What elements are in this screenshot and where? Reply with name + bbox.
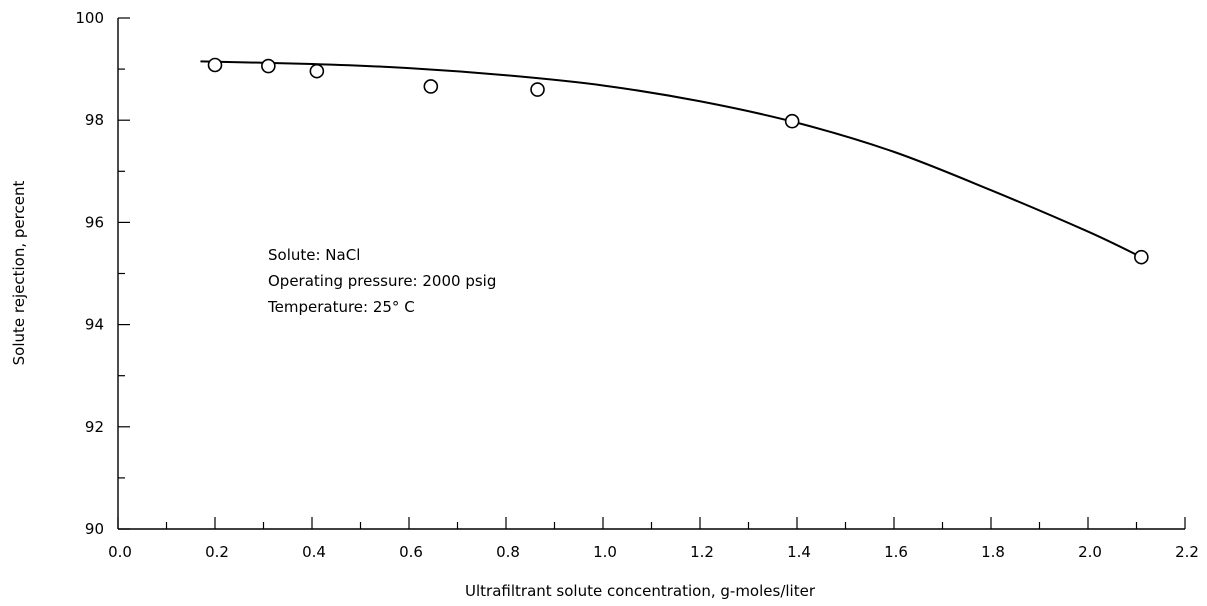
x-axis-ticks: 0.0 0.2 0.4 0.6 0.8 1.0 1.2 1.4 1.6 1.8 2.0 2.2 <box>108 517 1199 561</box>
annotation-temperature: Temperature: 25° C <box>267 298 415 316</box>
data-point <box>261 58 276 74</box>
x-tick-label: 2.0 <box>1078 543 1102 561</box>
x-tick-label: 0.2 <box>205 543 229 561</box>
x-tick-label: 1.0 <box>593 543 617 561</box>
x-axis-title: Ultrafiltrant solute concentration, g-mo… <box>465 582 816 600</box>
y-tick-label: 90 <box>85 520 104 538</box>
annotation-box: Solute: NaCl Operating pressure: 2000 ps… <box>267 246 496 316</box>
y-axis-title: Solute rejection, percent <box>10 181 28 366</box>
y-tick-label: 100 <box>75 9 104 27</box>
data-point <box>1134 249 1149 265</box>
x-tick-label: 1.8 <box>981 543 1005 561</box>
data-point <box>784 113 800 129</box>
annotation-solute: Solute: NaCl <box>268 246 360 264</box>
x-tick-label: 1.6 <box>884 543 908 561</box>
y-tick-label: 92 <box>85 418 104 436</box>
data-point <box>207 57 223 73</box>
annotation-pressure: Operating pressure: 2000 psig <box>268 272 496 290</box>
x-tick-label: 2.2 <box>1175 543 1199 561</box>
x-tick-label: 0.6 <box>399 543 423 561</box>
x-tick-label: 1.4 <box>787 543 811 561</box>
data-points <box>207 57 1149 265</box>
x-tick-label: 0.0 <box>108 543 132 561</box>
y-tick-label: 96 <box>85 213 104 231</box>
y-tick-label: 94 <box>85 316 104 334</box>
x-tick-label: 1.2 <box>690 543 714 561</box>
data-point <box>530 82 545 97</box>
x-tick-label: 0.4 <box>302 543 326 561</box>
y-axis-ticks: 90 92 94 96 98 100 <box>75 9 130 538</box>
data-point <box>423 79 439 94</box>
fit-curve <box>200 60 1142 259</box>
y-tick-label: 98 <box>85 111 104 129</box>
x-tick-label: 0.8 <box>496 543 520 561</box>
data-point <box>309 63 325 79</box>
